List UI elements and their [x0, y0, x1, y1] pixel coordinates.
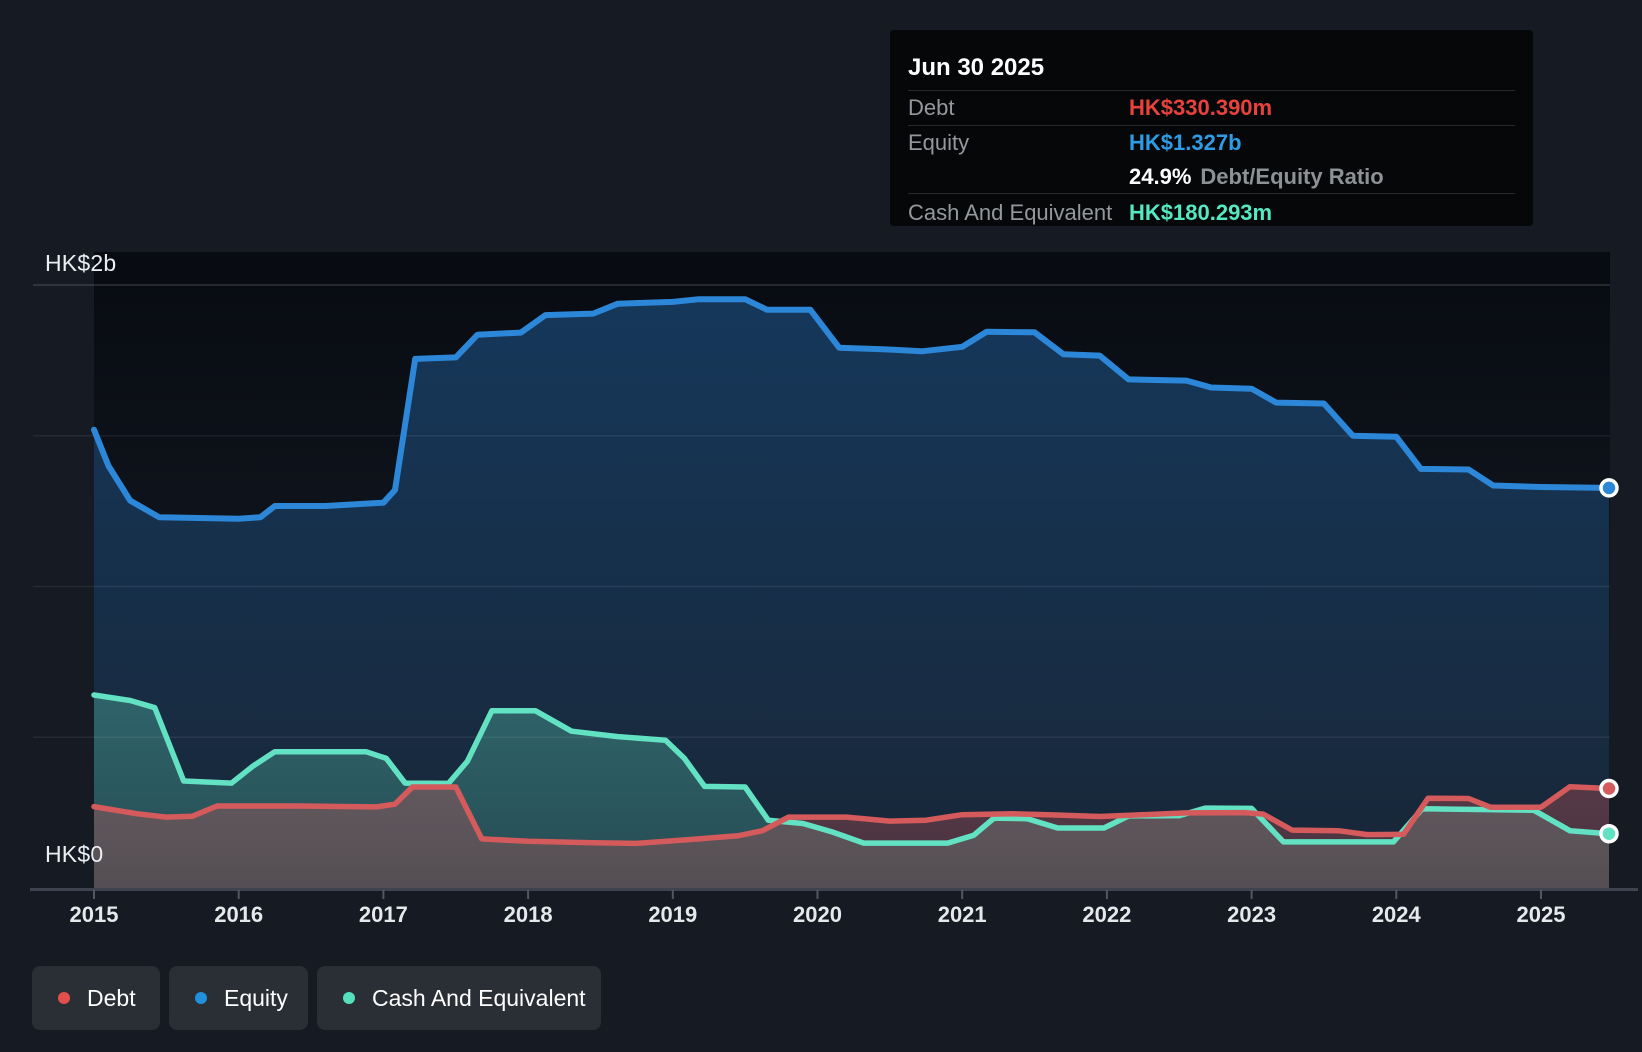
tooltip-debt-label: Debt — [908, 95, 955, 120]
debt-line — [91, 783, 1612, 847]
x-axis-label-2017: 2017 — [358, 902, 408, 927]
legend-debt-label: Debt — [87, 984, 136, 1011]
legend-item-equity[interactable]: Equity — [169, 966, 308, 1030]
tooltip-equity-value: HK$1.327b — [1129, 130, 1242, 155]
equity-line — [91, 296, 1612, 522]
tooltip-cash-label: Cash And Equivalent — [908, 199, 1113, 225]
tooltip-row-debt: Debt HK$330.390m — [908, 90, 1515, 125]
x-axis-label-2021: 2021 — [937, 902, 987, 927]
x-axis-label-2025: 2025 — [1516, 902, 1566, 927]
chart-tooltip: Jun 30 2025 Debt HK$330.390m Equity HK$1… — [890, 30, 1533, 226]
tooltip-ratio-label: Debt/Equity Ratio — [1200, 163, 1384, 189]
tooltip-row-ratio: 24.9% Debt/Equity Ratio — [908, 160, 1515, 193]
x-axis-label-2023: 2023 — [1227, 902, 1277, 927]
equity-end-marker — [1599, 478, 1619, 498]
equity-series-dot-icon — [195, 992, 207, 1004]
equity-area-fill — [94, 299, 1609, 888]
y-axis-label-zero: HK$0 — [45, 841, 104, 867]
legend-item-debt[interactable]: Debt — [32, 966, 160, 1030]
legend-item-cash[interactable]: Cash And Equivalent — [317, 966, 601, 1030]
debt-end-marker — [1599, 778, 1619, 799]
x-axis-label-2024: 2024 — [1371, 902, 1421, 927]
cash-and-equivalent-line — [91, 692, 1612, 846]
legend-equity-label: Equity — [224, 984, 288, 1011]
legend-cash-label: Cash And Equivalent — [372, 984, 586, 1011]
x-axis-label-2019: 2019 — [648, 902, 698, 927]
cash-and-equivalent-end-marker — [1599, 823, 1619, 844]
tooltip-date: Jun 30 2025 — [908, 54, 1045, 81]
tooltip-row-cash: Cash And Equivalent HK$180.293m — [908, 193, 1515, 231]
x-axis-label-2016: 2016 — [214, 902, 264, 927]
x-axis-label-2020: 2020 — [793, 902, 842, 927]
tooltip-cash-value: HK$180.293m — [1129, 199, 1273, 225]
y-axis-label-max: HK$2b — [45, 250, 117, 276]
tooltip-equity-label: Equity — [908, 130, 970, 155]
x-axis-label-2022: 2022 — [1082, 902, 1132, 927]
tooltip-row-equity: Equity HK$1.327b — [908, 125, 1515, 160]
debt-series-dot-icon — [58, 992, 70, 1004]
chart-legend: Debt Equity Cash And Equivalent — [0, 966, 1642, 1030]
cash-series-dot-icon — [343, 992, 355, 1004]
tooltip-ratio-value: 24.9% — [1129, 163, 1192, 189]
x-axis: 2015 2016 2017 2018 2019 2020 2021 2022 2023 2024… — [0, 902, 1642, 932]
x-axis-label-2015: 2015 — [69, 902, 119, 927]
x-axis-label-2018: 2018 — [503, 902, 553, 927]
tooltip-debt-value: HK$330.390m — [1129, 95, 1273, 120]
